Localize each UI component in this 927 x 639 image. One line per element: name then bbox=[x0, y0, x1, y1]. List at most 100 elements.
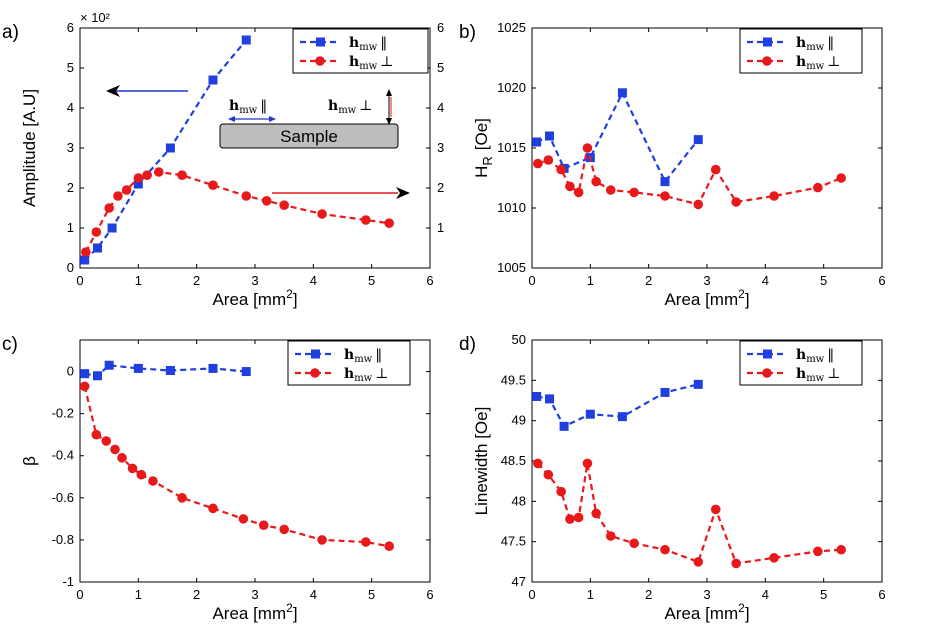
x-tick-label: 6 bbox=[878, 587, 885, 602]
data-point-circle bbox=[148, 476, 158, 486]
x-label-rest: ] bbox=[293, 290, 298, 309]
sample-block bbox=[219, 123, 399, 149]
data-point-square bbox=[545, 131, 554, 141]
data-point-circle bbox=[813, 182, 823, 193]
data-point-square bbox=[93, 371, 102, 381]
x-tick-label: 2 bbox=[645, 587, 652, 602]
data-point-circle bbox=[110, 444, 120, 455]
data-point-square bbox=[693, 379, 703, 389]
inset-perp-main: h bbox=[328, 98, 338, 114]
x-tick-label: 4 bbox=[762, 273, 769, 288]
data-point-circle bbox=[605, 185, 616, 195]
y-tick-label: 1015 bbox=[497, 140, 526, 155]
legend-symbol: ‖ bbox=[827, 347, 834, 363]
x-tick-label: 3 bbox=[703, 273, 710, 288]
data-point-circle bbox=[384, 541, 394, 552]
panel-c: 0 1 2 3 4 5 6 0 -0.2 -0.4 -0.6 -0.8 -1 c) Area [mm2] β h… bbox=[2, 334, 434, 623]
legend-symbol: ⊥ bbox=[827, 54, 840, 70]
legend-main: h bbox=[349, 35, 359, 51]
y-tick-label: 49 bbox=[512, 413, 526, 428]
data-point-circle bbox=[208, 180, 218, 190]
data-point-circle bbox=[565, 514, 575, 524]
legend-main: h bbox=[349, 54, 359, 70]
data-point-circle bbox=[127, 463, 138, 474]
legend-box bbox=[739, 28, 863, 74]
y-tick-label: 0 bbox=[67, 364, 74, 379]
inset-perp-symbol: ⊥ bbox=[359, 98, 372, 114]
x-tick-label: 5 bbox=[820, 273, 827, 288]
data-point-square bbox=[532, 391, 542, 401]
legend-symbol: ‖ bbox=[380, 35, 387, 51]
legend-marker-circle bbox=[310, 368, 320, 378]
y-tick-label: 4 bbox=[67, 100, 74, 115]
data-point-circle bbox=[384, 218, 394, 228]
y-tick-label: 49.5 bbox=[501, 372, 526, 387]
y-tick-label: 2 bbox=[67, 180, 74, 195]
data-point-circle bbox=[133, 173, 144, 183]
data-point-square bbox=[532, 137, 542, 147]
series-line-perp bbox=[537, 462, 842, 565]
right-y-tick-label: 6 bbox=[437, 20, 444, 35]
x-tick-label: 1 bbox=[587, 587, 594, 602]
data-point-circle bbox=[101, 436, 112, 446]
x-tick-label: 6 bbox=[426, 273, 433, 288]
inset-par-main: h bbox=[229, 98, 239, 114]
x-tick-label: 4 bbox=[310, 273, 317, 288]
y-tick-label: -0.4 bbox=[52, 448, 74, 463]
data-point-square bbox=[107, 223, 117, 233]
data-point-circle bbox=[91, 227, 102, 237]
perp-arrow-up bbox=[386, 89, 392, 96]
panel-label: a) bbox=[2, 22, 19, 43]
data-point-circle bbox=[241, 191, 252, 201]
panel-label: b) bbox=[459, 22, 476, 43]
y-axis-label: Amplitude [A.U] bbox=[20, 89, 39, 207]
data-point-square bbox=[241, 35, 251, 45]
data-point-circle bbox=[543, 155, 554, 165]
y-tick-label: -0.2 bbox=[52, 406, 74, 421]
legend-marker-square bbox=[311, 349, 320, 359]
data-point-circle bbox=[117, 453, 127, 463]
right-y-tick-label: 2 bbox=[437, 180, 444, 195]
data-point-circle bbox=[769, 191, 779, 201]
data-point-circle bbox=[121, 185, 132, 195]
data-point-circle bbox=[361, 215, 371, 225]
data-point-circle bbox=[279, 200, 289, 210]
data-point-circle bbox=[81, 247, 91, 257]
x-tick-label: 1 bbox=[135, 273, 142, 288]
inset-par-label: hmw ‖ bbox=[229, 98, 267, 116]
right-y-tick-label: 1 bbox=[437, 220, 444, 235]
data-point-circle bbox=[258, 520, 269, 530]
data-point-circle bbox=[710, 504, 721, 515]
data-point-circle bbox=[91, 429, 102, 440]
series-line-perp bbox=[83, 386, 390, 548]
data-point-square bbox=[133, 179, 143, 189]
panel-label: c) bbox=[2, 334, 18, 355]
legend-label: hmw ⊥ bbox=[349, 54, 393, 72]
y-tick-label: 50 bbox=[512, 332, 526, 347]
data-point-square bbox=[165, 366, 175, 376]
y-tick-label: 1010 bbox=[497, 200, 526, 215]
data-point-circle bbox=[565, 181, 575, 192]
legend-main: h bbox=[796, 366, 806, 382]
y-tick-label: 1020 bbox=[497, 80, 526, 95]
y-tick-label: 47.5 bbox=[501, 534, 526, 549]
data-point-square bbox=[165, 143, 175, 153]
data-point-circle bbox=[629, 187, 639, 198]
data-point-circle bbox=[660, 544, 670, 555]
data-point-square bbox=[545, 394, 554, 404]
par-arrow-left bbox=[228, 116, 235, 122]
data-point-circle bbox=[533, 458, 543, 469]
inset-perp-sub: mw bbox=[338, 105, 356, 116]
legend-label: hmw ⊥ bbox=[344, 366, 388, 384]
data-point-circle bbox=[591, 508, 601, 519]
y-tick-label: 5 bbox=[67, 60, 74, 75]
y-label-subscript: R bbox=[480, 156, 495, 165]
data-point-square bbox=[80, 369, 90, 379]
y-tick-label: 1005 bbox=[497, 260, 526, 275]
y-tick-label: -1 bbox=[62, 574, 74, 589]
data-point-circle bbox=[136, 469, 147, 480]
data-point-circle bbox=[533, 158, 543, 169]
data-point-circle bbox=[836, 544, 846, 555]
